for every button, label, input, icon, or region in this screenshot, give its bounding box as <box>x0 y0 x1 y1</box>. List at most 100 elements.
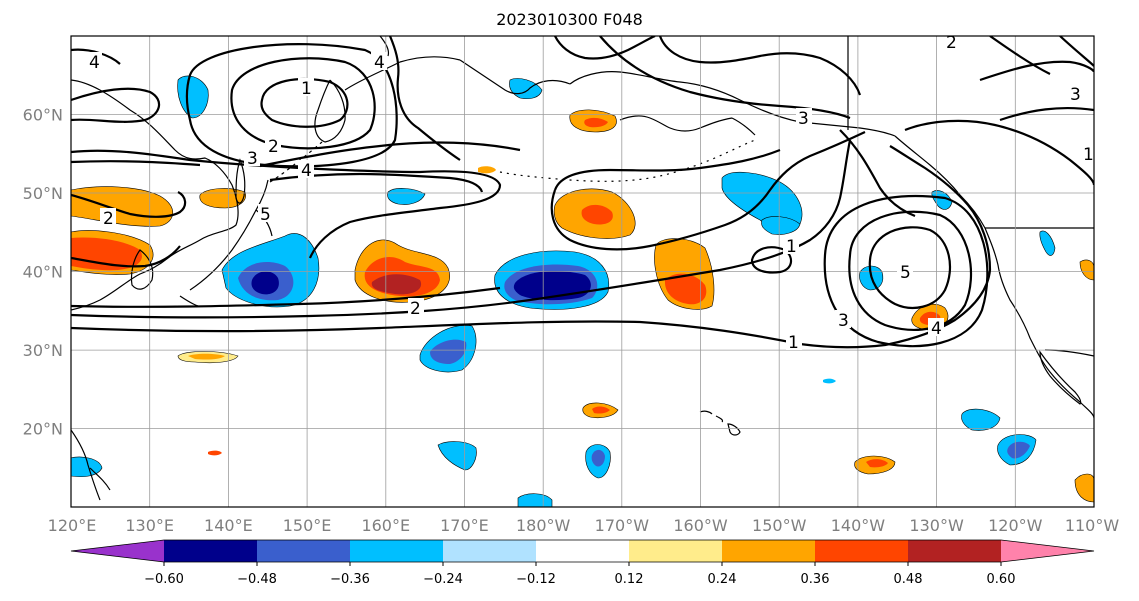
colorbar-segment-7 <box>722 540 815 562</box>
lat-label-40: 40°N <box>23 263 63 282</box>
contour-label-2-west: 2 <box>103 209 114 229</box>
lon-label-180: 180°W <box>516 516 571 535</box>
contour-2-southern <box>71 139 852 319</box>
colorbar-segment-6 <box>629 540 722 562</box>
lon-label-190: 170°W <box>595 516 650 535</box>
colorbar-tick-label-7: 0.36 <box>801 572 830 587</box>
coastline-siberia <box>379 36 571 95</box>
contour-label-1-mid: 1 <box>786 237 797 257</box>
positive-anomaly-140e-50n <box>199 188 246 209</box>
contour-label-4-zonal: 4 <box>301 161 312 181</box>
contour-labels: 1 2 3 4 4 4 2 5 2 1 3 4 5 1 <box>86 36 1094 353</box>
colorbar-tick-label-8: 0.48 <box>894 572 923 587</box>
contour-label-4-north: 4 <box>374 53 385 73</box>
contour-label-1-ne: 1 <box>1083 145 1094 165</box>
contour-4-west <box>71 87 161 123</box>
contour-label-4-goa: 4 <box>931 319 942 339</box>
contours <box>71 36 1094 349</box>
colorbar-segment-5 <box>536 540 629 562</box>
negative-anomaly-122w-18n-core <box>1007 441 1030 459</box>
colorbar-tick-label-3: −0.24 <box>423 572 463 587</box>
contour-label-2-kamchatka: 2 <box>268 137 279 157</box>
negative-anomaly-150w-46n <box>761 216 801 235</box>
positive-anomaly-160e-center <box>371 274 422 295</box>
colorbar-tick-label-2: −0.36 <box>330 572 370 587</box>
contour-label-4-west: 4 <box>89 53 100 73</box>
contour-2-zonal <box>71 149 502 259</box>
contour-1-mid <box>750 246 793 274</box>
positive-anomaly-160w-core <box>664 273 707 305</box>
contour-1-west-lower <box>71 245 181 268</box>
positive-anomaly-110w-17n <box>1074 473 1094 503</box>
contour-label-3-goa: 3 <box>838 311 849 331</box>
colorbar-tick-label-5: 0.12 <box>615 572 644 587</box>
contour-4-goa-low <box>848 210 973 331</box>
lon-label-250: 110°W <box>1065 516 1120 535</box>
lon-label-160: 160°E <box>361 516 410 535</box>
positive-anomaly-168e-53n <box>478 166 496 174</box>
positive-anomaly-111w-40n <box>1079 259 1094 281</box>
lon-label-200: 160°W <box>673 516 728 535</box>
contour-ridge-top <box>658 36 862 96</box>
contour-2-low-kamchatka <box>230 57 376 150</box>
latitude-labels: 20°N 30°N 40°N 50°N 60°N <box>23 106 63 439</box>
positive-anomaly-172w-22n-core <box>592 406 610 414</box>
contour-1-low-kamchatka <box>260 77 349 128</box>
coastline-baja <box>1039 350 1082 405</box>
positive-anomaly-142w-17n-core <box>866 459 888 468</box>
coastline-aleutians <box>499 139 756 182</box>
lon-label-210: 150°W <box>752 516 807 535</box>
colorbar-tick-label-6: 0.24 <box>708 572 737 587</box>
contour-2-goa <box>839 129 916 218</box>
contour-label-3-kamchatka: 3 <box>247 149 258 169</box>
contour-ridge-ne <box>904 119 1094 186</box>
negative-anomaly-172w-17n-core <box>591 449 605 467</box>
colorbar: −0.60 −0.48 −0.36 −0.24 −0.12 0.12 0.24 0.36 0.4… <box>70 539 1095 587</box>
lon-label-130: 130°E <box>125 516 174 535</box>
lat-label-60: 60°N <box>23 106 63 125</box>
colorbar-segment-1 <box>164 540 257 562</box>
contour-3-goa-low <box>823 194 989 348</box>
contour-label-1-southern: 1 <box>788 333 799 353</box>
lon-label-150: 150°E <box>283 516 332 535</box>
coastline-asia <box>71 79 239 311</box>
contour-3-southern <box>71 286 501 308</box>
map-frame <box>70 35 1095 508</box>
longitude-labels: 120°E 130°E 140°E 150°E 160°E 170°E 180°W 170°W… <box>48 516 1120 535</box>
colorbar-segment-8 <box>815 540 908 562</box>
contour-label-5-japan: 5 <box>260 205 271 225</box>
contour-2-mid-upper <box>553 148 781 191</box>
colorbar-segment-4 <box>443 540 536 562</box>
contour-1-southern <box>71 145 992 349</box>
contour-label-5-goa: 5 <box>900 263 911 283</box>
contour-5-goa-low <box>868 226 952 309</box>
negative-anomaly-142e-62n <box>177 75 209 119</box>
coastline-sakhalin <box>235 158 246 204</box>
positive-anomaly-175e-core <box>581 204 613 225</box>
lat-label-20: 20°N <box>23 420 63 439</box>
coastline-philippines <box>71 429 111 501</box>
contour-1-mid-upper <box>599 36 851 120</box>
coastline-hawaii <box>699 410 741 436</box>
contour-2-west-left <box>71 191 187 218</box>
lon-label-140: 140°E <box>204 516 253 535</box>
negative-anomaly-170e-32n-core <box>430 339 467 364</box>
contour-ne-corner <box>989 36 1094 75</box>
contour-2-mid-loop <box>550 131 866 251</box>
contour-label-3-ne: 3 <box>1070 85 1081 105</box>
contour-label-1-kamchatka: 1 <box>301 79 312 99</box>
coastline-north-america <box>894 135 1094 419</box>
lon-label-240: 120°W <box>988 516 1043 535</box>
colorbar-tick-label-9: 0.60 <box>987 572 1016 587</box>
lon-label-220: 140°W <box>831 516 886 535</box>
coastline-alaska <box>569 71 896 137</box>
gridlines <box>71 36 1094 507</box>
colorbar-tick-label-4: −0.12 <box>516 572 556 587</box>
negative-anomaly-japan-center <box>251 271 279 295</box>
colorbar-tick-label-0: −0.60 <box>144 572 184 587</box>
lon-label-120: 120°E <box>48 516 97 535</box>
positive-anomaly-148e-17n <box>208 450 222 456</box>
colorbar-segment-10 <box>1001 540 1094 562</box>
negative-anomaly-121w-41n <box>1039 230 1056 256</box>
